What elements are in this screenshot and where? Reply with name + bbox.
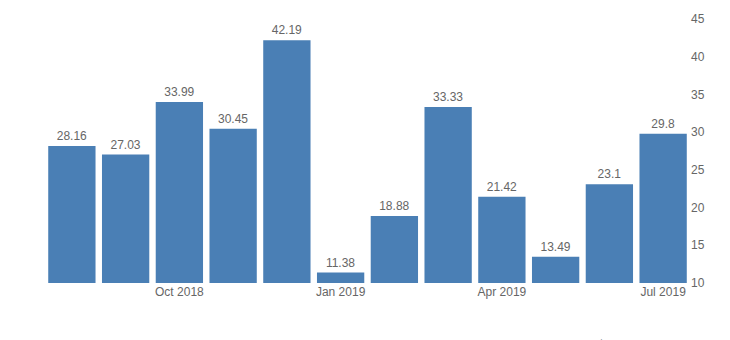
svg-text:21.42: 21.42 (487, 180, 517, 194)
svg-text:29.8: 29.8 (651, 117, 675, 131)
svg-text:42.19: 42.19 (272, 23, 302, 37)
svg-text:33.33: 33.33 (433, 90, 463, 104)
svg-text:30.45: 30.45 (218, 112, 248, 126)
svg-text:33.99: 33.99 (164, 85, 194, 99)
svg-text:25: 25 (691, 163, 705, 177)
svg-text:13.49: 13.49 (540, 240, 570, 254)
svg-text:SOURCE: TRADINGECONOMICS.COM |: SOURCE: TRADINGECONOMICS.COM | EUROPEAN … (435, 338, 727, 340)
svg-text:30: 30 (691, 125, 705, 139)
svg-text:23.1: 23.1 (598, 167, 622, 181)
svg-text:28.16: 28.16 (57, 129, 87, 143)
svg-text:11.38: 11.38 (326, 256, 355, 270)
svg-text:Apr 2019: Apr 2019 (478, 285, 527, 299)
svg-text:Jan 2019: Jan 2019 (316, 285, 366, 299)
svg-text:Jul 2019: Jul 2019 (640, 285, 686, 299)
svg-text:18.88: 18.88 (379, 199, 409, 213)
svg-text:27.03: 27.03 (110, 138, 140, 152)
svg-text:15: 15 (691, 238, 705, 252)
svg-text:45: 45 (691, 12, 705, 26)
svg-text:Oct 2018: Oct 2018 (155, 285, 204, 299)
svg-text:20: 20 (691, 201, 705, 215)
svg-text:40: 40 (691, 50, 705, 64)
svg-text:35: 35 (691, 88, 705, 102)
svg-text:10: 10 (691, 276, 705, 290)
